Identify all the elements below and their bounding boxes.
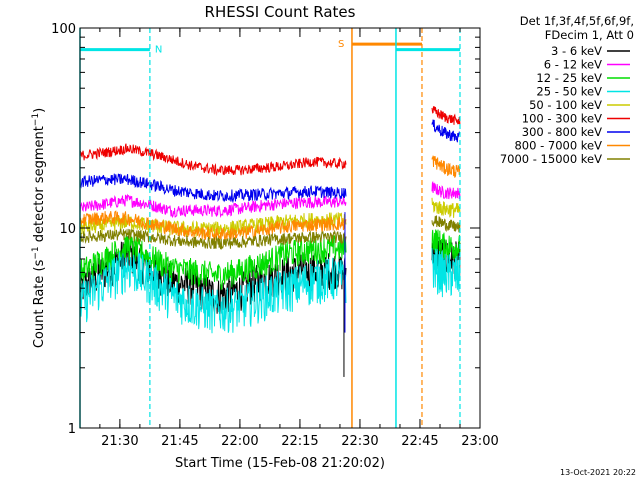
series-line-100-300-kev-seg1 <box>79 143 347 177</box>
y-axis-label-post: ) <box>32 108 47 113</box>
x-tick-label: 22:15 <box>281 434 318 449</box>
legend-label-8: 7000 - 15000 keV <box>500 152 602 166</box>
series-line-300-800-kev-seg1 <box>79 173 347 204</box>
series-line-7000-15000-kev-seg1 <box>79 228 347 251</box>
x-tick-label: 21:45 <box>161 434 198 449</box>
legend-label-0: 3 - 6 keV <box>551 44 602 58</box>
legend-label-6: 300 - 800 keV <box>522 125 602 139</box>
series-line-100-300-kev-seg2 <box>431 106 461 127</box>
x-tick-label: 23:00 <box>461 434 498 449</box>
x-tick-label: 22:30 <box>341 434 378 449</box>
series-line-3-6-kev-seg1 <box>79 235 347 315</box>
tick-layer: 21:30 21:45 22:00 22:15 22:30 22:45 23:00 1 10 10… <box>51 22 499 449</box>
series-line-25-50-kev-seg2 <box>431 248 461 298</box>
series-line-12-25-kev-seg1 <box>79 233 347 291</box>
x-axis-label: Start Time (15-Feb-08 21:20:02) <box>175 456 385 471</box>
legend-label-4: 50 - 100 keV <box>529 98 602 112</box>
y-tick-label: 100 <box>51 22 76 37</box>
y-axis-label-pre: Count Rate (s <box>32 259 47 348</box>
legend-label-7: 800 - 7000 keV <box>514 139 602 153</box>
marker-label-n: N <box>155 45 162 56</box>
legend-label-2: 12 - 25 keV <box>536 71 602 85</box>
series-line-12-25-kev-seg2 <box>431 229 461 262</box>
legend-label-5: 100 - 300 keV <box>522 112 602 126</box>
y-tick-label: 1 <box>68 422 76 437</box>
y-axis-label: Count Rate (s−1 detector segment−1) <box>31 108 47 348</box>
y-axis-label-mid: detector segment <box>32 126 47 246</box>
x-tick-label: 22:45 <box>401 434 438 449</box>
chart-title: RHESSI Count Rates <box>205 3 356 21</box>
y-axis-label-sup2: −1 <box>31 113 41 126</box>
y-axis-label-sup1: −1 <box>31 246 41 259</box>
series-line-6-12-kev-seg1 <box>79 193 347 219</box>
legend-label-3: 25 - 50 keV <box>536 85 602 99</box>
series-layer <box>79 106 461 377</box>
x-tick-label: 21:30 <box>101 434 138 449</box>
series-line-6-12-kev-seg2 <box>431 180 461 200</box>
legend-title-line-1: Det 1f,3f,4f,5f,6f,9f, <box>520 14 634 28</box>
series-line-25-50-kev-seg1 <box>79 252 347 334</box>
legend-title-line-2: FDecim 1, Att 0 <box>545 28 634 42</box>
series-line-800-7000-kev-seg1 <box>79 210 347 241</box>
footer-timestamp: 13-Oct-2021 20:22 <box>560 468 636 477</box>
series-line-300-800-kev-seg2 <box>431 119 461 143</box>
x-tick-label: 22:00 <box>221 434 258 449</box>
marker-label-s: S <box>338 39 344 50</box>
series-line-50-100-kev-seg2 <box>431 197 461 218</box>
series-line-50-100-kev-seg1 <box>79 212 347 238</box>
series-line-800-7000-kev-seg2 <box>431 155 461 178</box>
series-line-7000-15000-kev-seg2 <box>431 215 461 233</box>
y-tick-label: 10 <box>59 222 76 237</box>
legend-label-1: 6 - 12 keV <box>544 58 602 72</box>
